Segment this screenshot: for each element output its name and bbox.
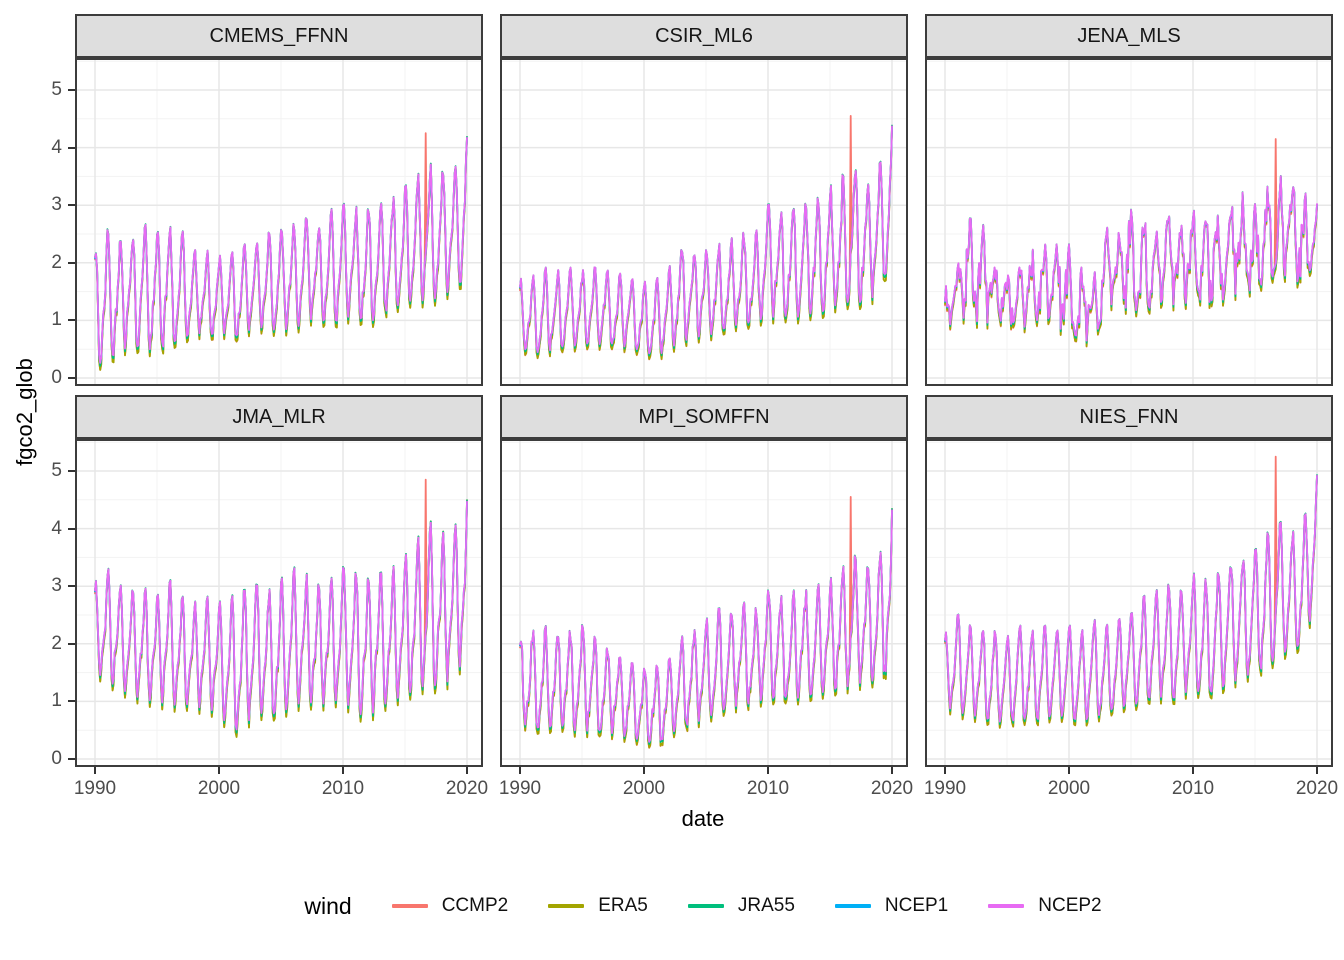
facet-strip-CSIR_ML6: CSIR_ML6 <box>500 14 908 58</box>
facet-strip-JMA_MLR: JMA_MLR <box>75 395 483 439</box>
legend: wind CCMP2 ERA5 JRA55 NCEP1 NCEP2 <box>75 882 1331 930</box>
series-line-NCEP2 <box>519 509 893 743</box>
x-tick-mark <box>519 767 521 774</box>
x-tick-label: 2000 <box>622 778 666 799</box>
facet-strip-MPI_SOMFFN: MPI_SOMFFN <box>500 395 908 439</box>
panel-border <box>500 439 908 767</box>
legend-key-line <box>687 904 724 908</box>
y-tick-label: 0 <box>51 367 62 388</box>
panel-border <box>925 58 1333 386</box>
facet-strip-CMEMS_FFNN: CMEMS_FFNN <box>75 14 483 58</box>
legend-key-line <box>391 904 428 908</box>
facet-plot-JMA_MLR <box>75 439 483 767</box>
x-tick-label: 2020 <box>870 778 914 799</box>
facet-plot-JENA_MLS <box>925 58 1333 386</box>
x-tick-mark <box>466 767 468 774</box>
y-tick-mark <box>68 204 75 207</box>
legend-key-line <box>988 904 1025 908</box>
y-tick-mark <box>68 377 75 379</box>
legend-item-ERA5: ERA5 <box>548 895 648 917</box>
x-tick-label: 2010 <box>1171 778 1215 799</box>
y-tick-mark <box>68 470 75 472</box>
x-tick-mark <box>218 767 220 774</box>
x-tick-mark <box>767 767 769 774</box>
legend-item-label: ERA5 <box>598 895 648 916</box>
series-line-NCEP2 <box>519 125 893 355</box>
series-line-NCEP2 <box>94 500 468 731</box>
facet-plot-CSIR_ML6 <box>500 58 908 386</box>
y-tick-label: 2 <box>51 632 62 654</box>
legend-item-label: JRA55 <box>737 895 795 916</box>
y-tick-mark <box>68 642 75 645</box>
y-tick-mark <box>68 319 75 322</box>
facet-plot-NIES_FNN <box>925 439 1333 767</box>
legend-item-label: CCMP2 <box>441 895 509 916</box>
x-tick-label: 1990 <box>73 778 117 799</box>
x-tick-label: 1990 <box>923 778 967 799</box>
legend-items: CCMP2 ERA5 JRA55 NCEP1 NCEP2 <box>391 895 1102 917</box>
x-tick-label: 2020 <box>445 778 489 799</box>
y-tick-mark <box>68 527 75 530</box>
x-tick-mark <box>342 767 344 774</box>
y-tick-label: 4 <box>51 136 62 158</box>
x-tick-mark <box>1316 767 1318 774</box>
panel-border <box>75 439 483 767</box>
series-line-NCEP2 <box>944 175 1318 342</box>
x-tick-mark <box>944 767 946 774</box>
legend-key-line <box>548 904 585 908</box>
series-line-NCEP2 <box>944 474 1318 723</box>
x-axis-title: date <box>681 806 725 831</box>
y-tick-mark <box>68 261 75 264</box>
y-tick-mark <box>68 700 75 703</box>
legend-item-label: NCEP1 <box>884 895 949 916</box>
y-tick-mark <box>68 146 75 149</box>
legend-item-label: NCEP2 <box>1038 895 1102 916</box>
panel-border <box>75 58 483 386</box>
legend-item-CCMP2: CCMP2 <box>391 895 509 917</box>
y-tick-mark <box>68 585 75 588</box>
y-tick-label: 3 <box>51 575 62 597</box>
y-tick-label: 1 <box>51 309 62 331</box>
legend-item-NCEP1: NCEP1 <box>834 895 949 917</box>
facet-strip-NIES_FNN: NIES_FNN <box>925 395 1333 439</box>
series-line-NCEP2 <box>94 136 468 364</box>
panel-border <box>500 58 908 386</box>
panel-border <box>925 439 1333 767</box>
facet-strip-JENA_MLS: JENA_MLS <box>925 14 1333 58</box>
x-tick-label: 2010 <box>321 778 365 799</box>
x-tick-mark <box>1192 767 1194 774</box>
legend-key-line <box>834 904 871 908</box>
legend-item-JRA55: JRA55 <box>687 895 795 917</box>
y-tick-label: 2 <box>51 251 62 273</box>
x-tick-mark <box>1068 767 1070 774</box>
y-tick-label: 0 <box>51 748 62 769</box>
x-tick-label: 2010 <box>746 778 790 799</box>
y-tick-label: 5 <box>51 79 62 100</box>
legend-item-NCEP2: NCEP2 <box>988 895 1102 917</box>
y-tick-label: 4 <box>51 517 62 539</box>
x-tick-mark <box>891 767 893 774</box>
x-tick-label: 1990 <box>498 778 542 799</box>
x-tick-mark <box>643 767 645 774</box>
facet-plot-CMEMS_FFNN <box>75 58 483 386</box>
facet-plot-MPI_SOMFFN <box>500 439 908 767</box>
y-tick-label: 5 <box>51 460 62 481</box>
x-tick-mark <box>94 767 96 774</box>
y-tick-mark <box>68 758 75 760</box>
x-tick-label: 2000 <box>197 778 241 799</box>
y-tick-mark <box>68 89 75 91</box>
x-tick-label: 2020 <box>1295 778 1339 799</box>
y-tick-label: 1 <box>51 690 62 712</box>
x-tick-label: 2000 <box>1047 778 1091 799</box>
y-tick-label: 3 <box>51 194 62 216</box>
legend-title: wind <box>304 892 352 919</box>
